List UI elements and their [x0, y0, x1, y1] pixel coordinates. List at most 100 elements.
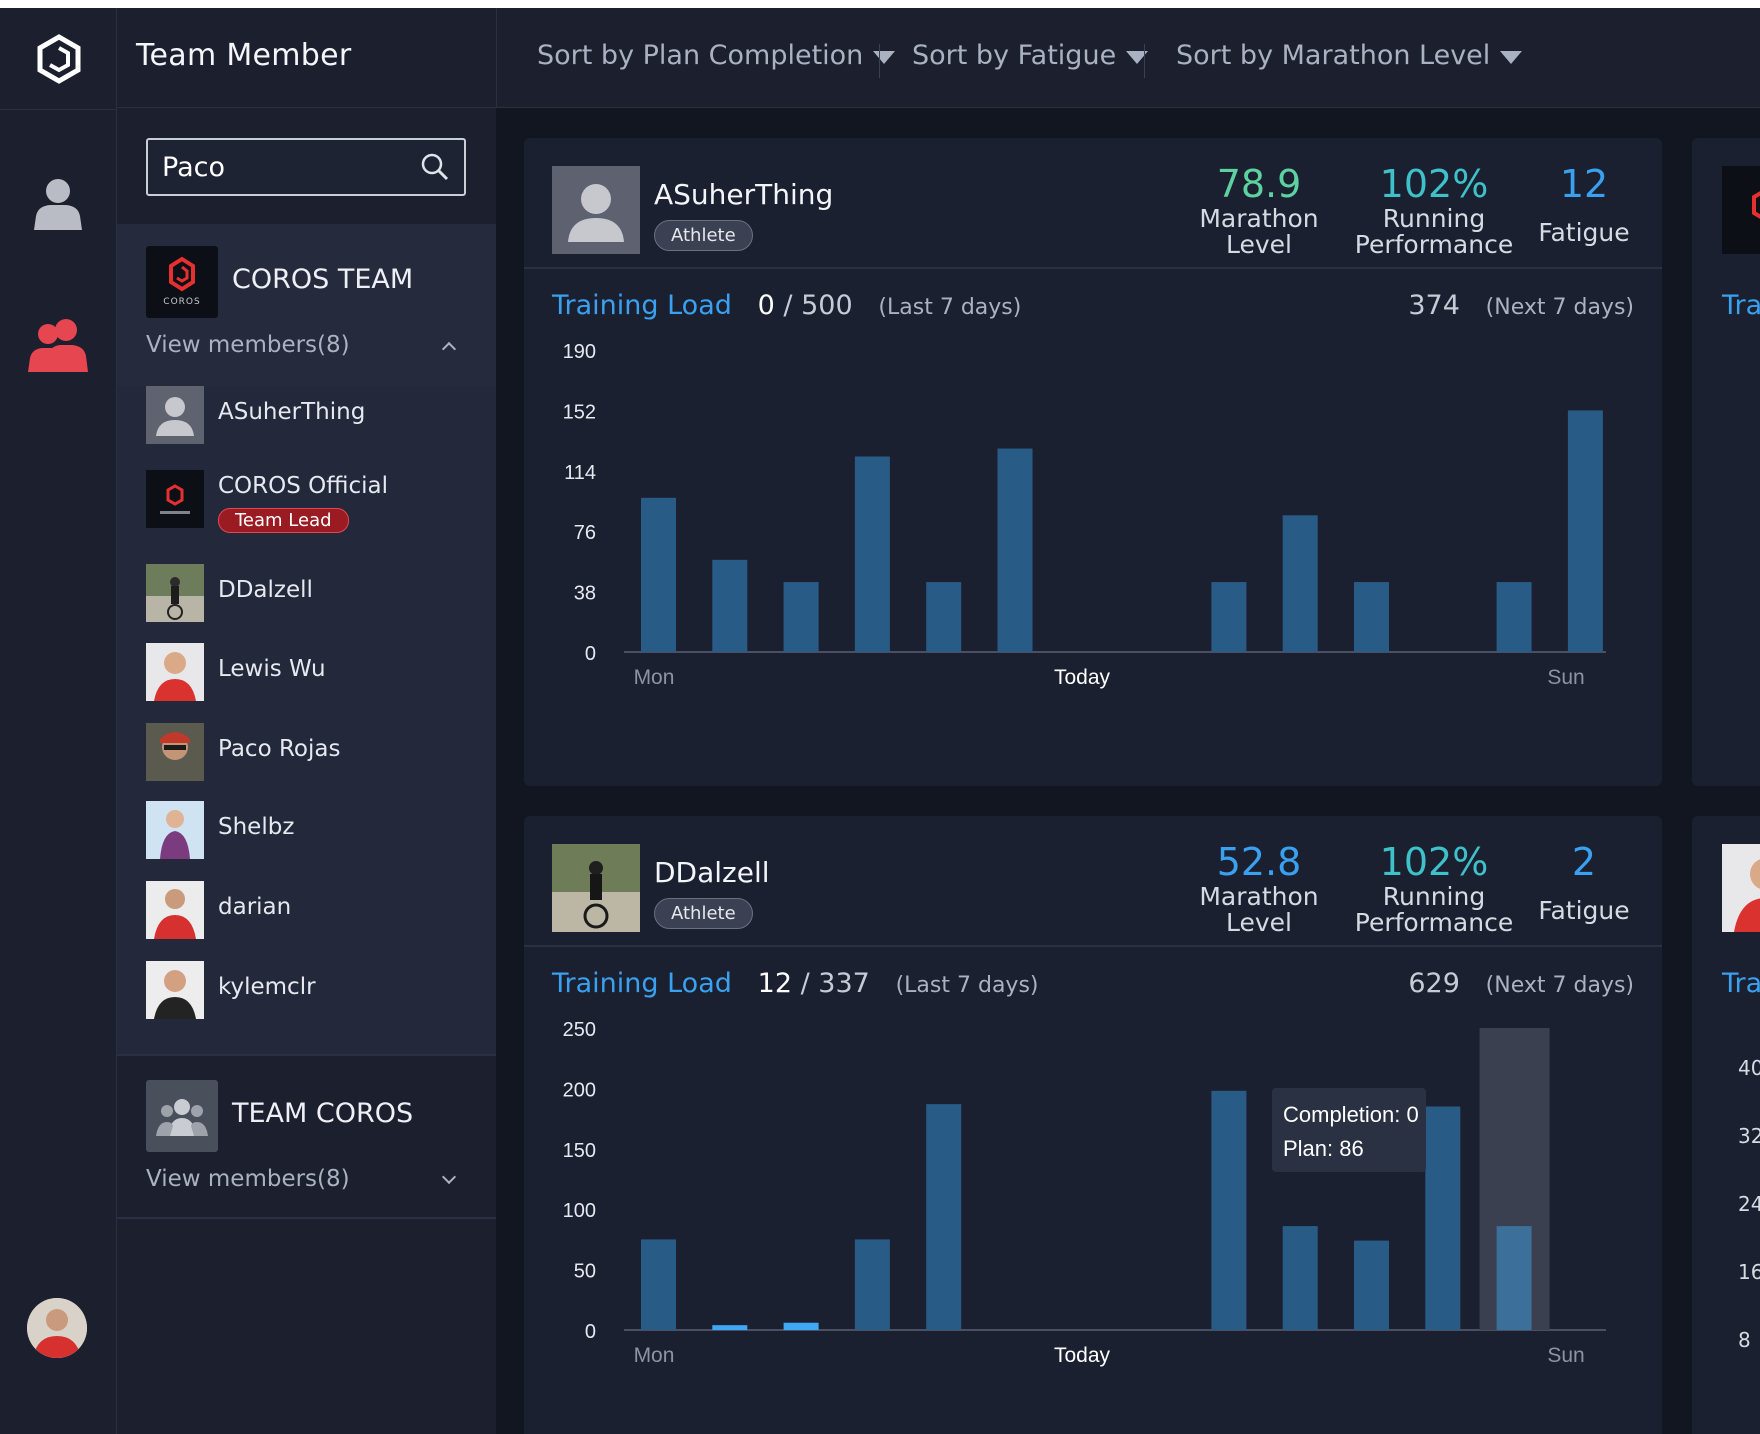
- member-name: COROS Official: [218, 473, 389, 499]
- list-item[interactable]: Lewis Wu: [146, 643, 476, 703]
- header-divider: [496, 8, 497, 108]
- bar-plan[interactable]: [641, 497, 676, 652]
- hexagon-logo-icon: [37, 33, 80, 84]
- team-logo: COROS: [146, 246, 218, 318]
- bar-plan[interactable]: [1354, 582, 1389, 652]
- caret-down-icon: [873, 50, 896, 64]
- list-item[interactable]: Paco Rojas: [146, 723, 476, 783]
- search-icon[interactable]: [420, 152, 450, 182]
- team-name: COROS TEAM: [232, 264, 414, 295]
- bar-plan[interactable]: [1425, 1106, 1461, 1330]
- training-load-label[interactable]: Training Load: [552, 968, 732, 999]
- list-item[interactable]: DDalzell: [146, 564, 476, 624]
- load-separator: /: [800, 968, 810, 999]
- list-item[interactable]: COROS Official Team Lead: [146, 460, 476, 533]
- athlete-card-partial[interactable]: Tra: [1692, 138, 1760, 786]
- bar-plan[interactable]: [783, 582, 819, 652]
- bar-plan[interactable]: [641, 1239, 676, 1330]
- sort-marathon-level-button[interactable]: Sort by Marathon Level: [1176, 40, 1523, 71]
- bar-plan[interactable]: [1354, 1240, 1389, 1330]
- chevron-down-icon[interactable]: [441, 1169, 457, 1185]
- y-tick-label: 250: [563, 1019, 596, 1041]
- bar-plan[interactable]: [926, 1104, 962, 1330]
- sort-plan-completion-button[interactable]: Sort by Plan Completion: [537, 40, 896, 71]
- y-tick-label: 114: [564, 462, 596, 484]
- team-group-coros-team[interactable]: COROS COROS TEAM View members(8): [117, 224, 496, 386]
- training-load-label[interactable]: Training Load: [552, 290, 732, 321]
- x-tick-label: Mon: [634, 1344, 675, 1367]
- bar-plan[interactable]: [854, 456, 890, 652]
- list-item[interactable]: darian: [146, 881, 476, 941]
- caret-down-icon: [1126, 50, 1149, 64]
- member-search-box: [146, 138, 466, 196]
- member-avatar: [146, 643, 204, 701]
- bar-plan[interactable]: [1496, 1226, 1532, 1330]
- view-members-link[interactable]: View members(8): [146, 332, 350, 358]
- view-members-link[interactable]: View members(8): [146, 1166, 350, 1192]
- chevron-up-icon[interactable]: [441, 341, 457, 357]
- bar-completion[interactable]: [712, 1325, 748, 1330]
- athlete-card-partial[interactable]: Tra 40 32 24 16 8: [1692, 816, 1760, 1434]
- member-photo: [146, 961, 204, 1019]
- total-load-value: 337: [818, 968, 870, 999]
- y-tick-label: 190: [563, 341, 596, 363]
- chart-tooltip: [1272, 1088, 1426, 1172]
- member-list: ASuherThing COROS Official Team Lead: [117, 386, 496, 1054]
- list-item[interactable]: Shelbz: [146, 801, 476, 861]
- marathon-level-value: 52.8: [1216, 840, 1302, 884]
- athlete-card[interactable]: DDalzell Athlete 52.8 Marathon Level 102…: [524, 816, 1662, 1434]
- training-load-chart[interactable]: 0 50 100 150 200 250 Mon Today Sun Completion: 0 P…: [524, 1016, 1662, 1434]
- sort-fatigue-label: Sort by Fatigue: [912, 40, 1117, 71]
- bar-plan[interactable]: [997, 448, 1033, 652]
- coros-flame-icon: [169, 257, 195, 292]
- running-performance-stat: 102% Running Performance: [1354, 162, 1514, 258]
- team-nav-icon[interactable]: [22, 308, 94, 380]
- member-avatar: [146, 801, 204, 859]
- sort-separator: [1144, 44, 1145, 78]
- user-avatar[interactable]: [27, 1298, 87, 1358]
- last-7-days-label: (Last 7 days): [878, 295, 1022, 320]
- team-logo-text: COROS: [163, 297, 201, 307]
- bar-plan[interactable]: [1282, 1226, 1318, 1330]
- role-badge: Athlete: [654, 898, 753, 929]
- marathon-level-value: 78.9: [1216, 162, 1302, 206]
- next-7-days-label: (Next 7 days): [1485, 295, 1634, 320]
- y-tick-label: 150: [563, 1140, 596, 1162]
- member-photo: [1722, 844, 1760, 932]
- nav-rail: [0, 8, 117, 1434]
- list-item[interactable]: ASuherThing: [146, 386, 476, 446]
- athlete-nav-icon[interactable]: [22, 166, 94, 238]
- bar-plan[interactable]: [1567, 410, 1603, 652]
- member-name: DDalzell: [218, 577, 313, 603]
- member-photo: [146, 643, 204, 701]
- athlete-name: ASuherThing: [654, 178, 834, 211]
- group-icon: [156, 1099, 208, 1136]
- athlete-card[interactable]: ASuherThing Athlete 78.9 Marathon Level …: [524, 138, 1662, 786]
- y-tick-label: 152: [563, 401, 596, 423]
- sort-fatigue-button[interactable]: Sort by Fatigue: [912, 40, 1149, 71]
- bar-plan[interactable]: [1211, 1090, 1247, 1330]
- bar-plan[interactable]: [1282, 515, 1318, 652]
- app-logo[interactable]: [0, 8, 117, 110]
- athlete-cards-area: ASuherThing Athlete 78.9 Marathon Level …: [496, 108, 1760, 1434]
- team-group-team-coros[interactable]: TEAM COROS View members(8): [117, 1054, 496, 1219]
- team-name: TEAM COROS: [232, 1098, 414, 1129]
- bar-completion[interactable]: [783, 1322, 819, 1330]
- list-item[interactable]: kylemclr: [146, 961, 476, 1021]
- marathon-level-label: Marathon Level: [1199, 204, 1319, 259]
- next-load-value: 374: [1408, 290, 1460, 321]
- search-input[interactable]: [148, 151, 408, 183]
- y-tick-label: 0: [585, 1321, 596, 1343]
- bar-plan[interactable]: [1496, 582, 1532, 652]
- training-load-chart[interactable]: 0 38 76 114 152 190 Mon Today Sun: [524, 338, 1662, 758]
- bar-plan[interactable]: [926, 582, 962, 652]
- sort-plan-completion-label: Sort by Plan Completion: [537, 40, 864, 71]
- coros-logo-avatar: [1752, 191, 1760, 219]
- athlete-avatar: [1722, 166, 1760, 254]
- bar-plan[interactable]: [1211, 582, 1247, 652]
- training-load-row: Training Load 12 / 337 (Last 7 days) 629…: [552, 968, 1634, 1008]
- bar-plan[interactable]: [854, 1239, 890, 1330]
- training-load-label: Tra: [1722, 290, 1760, 321]
- running-performance-stat: 102% Running Performance: [1354, 840, 1514, 936]
- bar-plan[interactable]: [712, 559, 748, 652]
